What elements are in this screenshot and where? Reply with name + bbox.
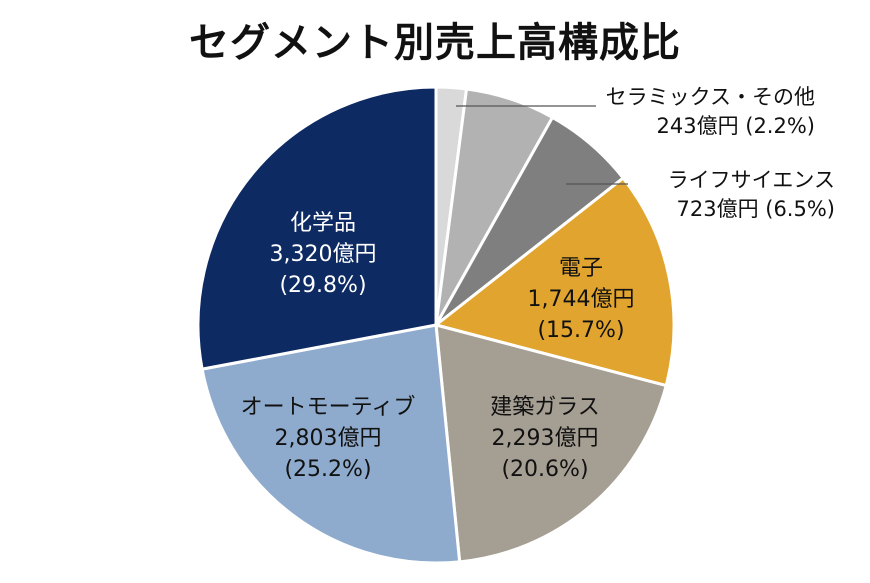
slice-label-4: 電子 1,744億円(15.7%) (528, 256, 635, 343)
slice-label-7: 化学品 3,320億円(29.8%) (270, 211, 377, 298)
chart-title: セグメント別売上高構成比 (189, 20, 681, 66)
slice-label-1: セラミックス・その他 243億円 (2.2%) (606, 85, 815, 138)
pie-slices (196, 85, 676, 565)
pie-slice-7 (196, 85, 438, 371)
slice-label-5: 建築ガラス 2,293億円(20.6%) (490, 395, 600, 482)
slice-label-2: ライフサイエンス 723億円 (6.5%) (668, 168, 835, 221)
pie-slice-6 (200, 323, 462, 565)
slice-label-6: オートモーティブ 2,803億円(25.2%) (241, 395, 416, 482)
pie-slice-4 (434, 176, 676, 388)
pie-slice-5 (434, 323, 668, 564)
